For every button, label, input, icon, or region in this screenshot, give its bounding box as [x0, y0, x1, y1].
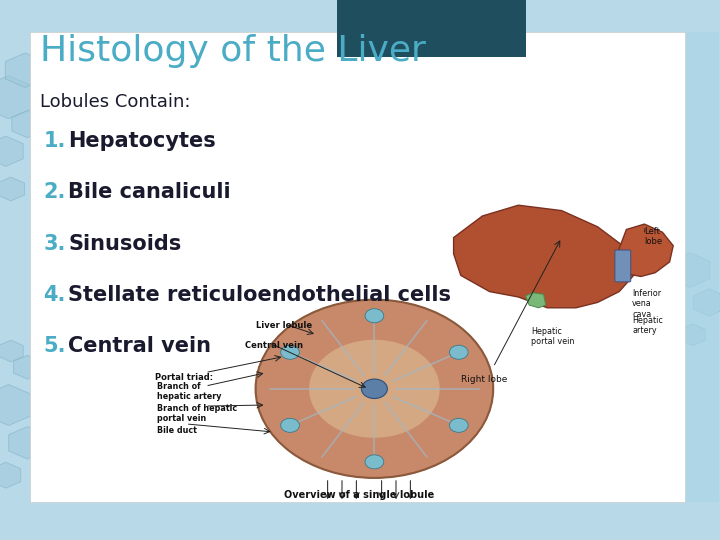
Polygon shape [680, 324, 705, 346]
Text: Right lobe: Right lobe [461, 375, 507, 384]
Polygon shape [693, 289, 720, 316]
Text: portal vein: portal vein [157, 414, 206, 423]
Text: Stellate reticuloendothelial cells: Stellate reticuloendothelial cells [68, 285, 451, 305]
Polygon shape [9, 427, 46, 459]
Text: Branch of: Branch of [157, 382, 201, 392]
Text: Left
lobe: Left lobe [644, 227, 662, 246]
FancyBboxPatch shape [615, 250, 631, 282]
Text: 2.: 2. [43, 183, 66, 202]
Text: Liver lobule: Liver lobule [256, 321, 312, 330]
FancyBboxPatch shape [686, 32, 719, 502]
Circle shape [281, 345, 300, 359]
Text: Portal triad:: Portal triad: [155, 373, 213, 382]
Polygon shape [0, 340, 23, 362]
Polygon shape [454, 205, 634, 308]
Circle shape [256, 300, 493, 478]
Text: Hepatocytes: Hepatocytes [68, 131, 216, 151]
Polygon shape [616, 224, 673, 276]
Polygon shape [0, 76, 34, 119]
Circle shape [365, 309, 384, 323]
Text: Hepatic
portal vein: Hepatic portal vein [531, 327, 575, 346]
Text: Overview of a single lobule: Overview of a single lobule [284, 489, 435, 500]
Text: hepatic artery: hepatic artery [157, 392, 222, 401]
Circle shape [281, 418, 300, 433]
Text: Bile duct: Bile duct [157, 426, 197, 435]
Polygon shape [0, 384, 32, 426]
Text: Bile canaliculi: Bile canaliculi [68, 183, 231, 202]
Circle shape [449, 345, 468, 359]
Polygon shape [0, 136, 23, 166]
Circle shape [361, 379, 387, 399]
Text: 1.: 1. [43, 131, 66, 151]
Text: 5.: 5. [43, 336, 66, 356]
FancyBboxPatch shape [337, 0, 526, 57]
Polygon shape [5, 53, 45, 87]
Text: Central vein: Central vein [245, 341, 303, 350]
Circle shape [365, 455, 384, 469]
Circle shape [449, 418, 468, 433]
Polygon shape [670, 253, 710, 287]
Circle shape [309, 340, 440, 438]
Text: Inferior
vena
cava: Inferior vena cava [632, 289, 661, 319]
Text: 4.: 4. [43, 285, 66, 305]
Polygon shape [12, 111, 43, 138]
Text: Histology of the Liver: Histology of the Liver [40, 33, 426, 68]
Text: Central vein: Central vein [68, 336, 212, 356]
Text: Hepatic
artery: Hepatic artery [632, 316, 663, 335]
Polygon shape [0, 462, 21, 488]
Polygon shape [14, 355, 41, 379]
Text: Sinusoids: Sinusoids [68, 234, 181, 254]
Text: Branch of hepatic: Branch of hepatic [157, 404, 237, 413]
Polygon shape [0, 177, 24, 201]
Text: Lobules Contain:: Lobules Contain: [40, 93, 190, 111]
FancyBboxPatch shape [30, 32, 685, 502]
Text: 3.: 3. [43, 234, 66, 254]
Polygon shape [526, 293, 546, 308]
